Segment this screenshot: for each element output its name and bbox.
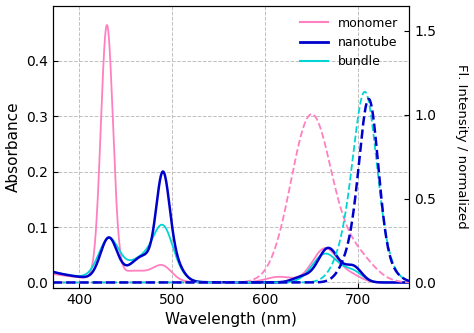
Legend: monomer, nanotube, bundle: monomer, nanotube, bundle [295,12,403,73]
Y-axis label: Absorbance: Absorbance [6,102,20,192]
Y-axis label: Fl. Intensity / normalized: Fl. Intensity / normalized [456,64,468,229]
X-axis label: Wavelength (nm): Wavelength (nm) [165,312,297,327]
